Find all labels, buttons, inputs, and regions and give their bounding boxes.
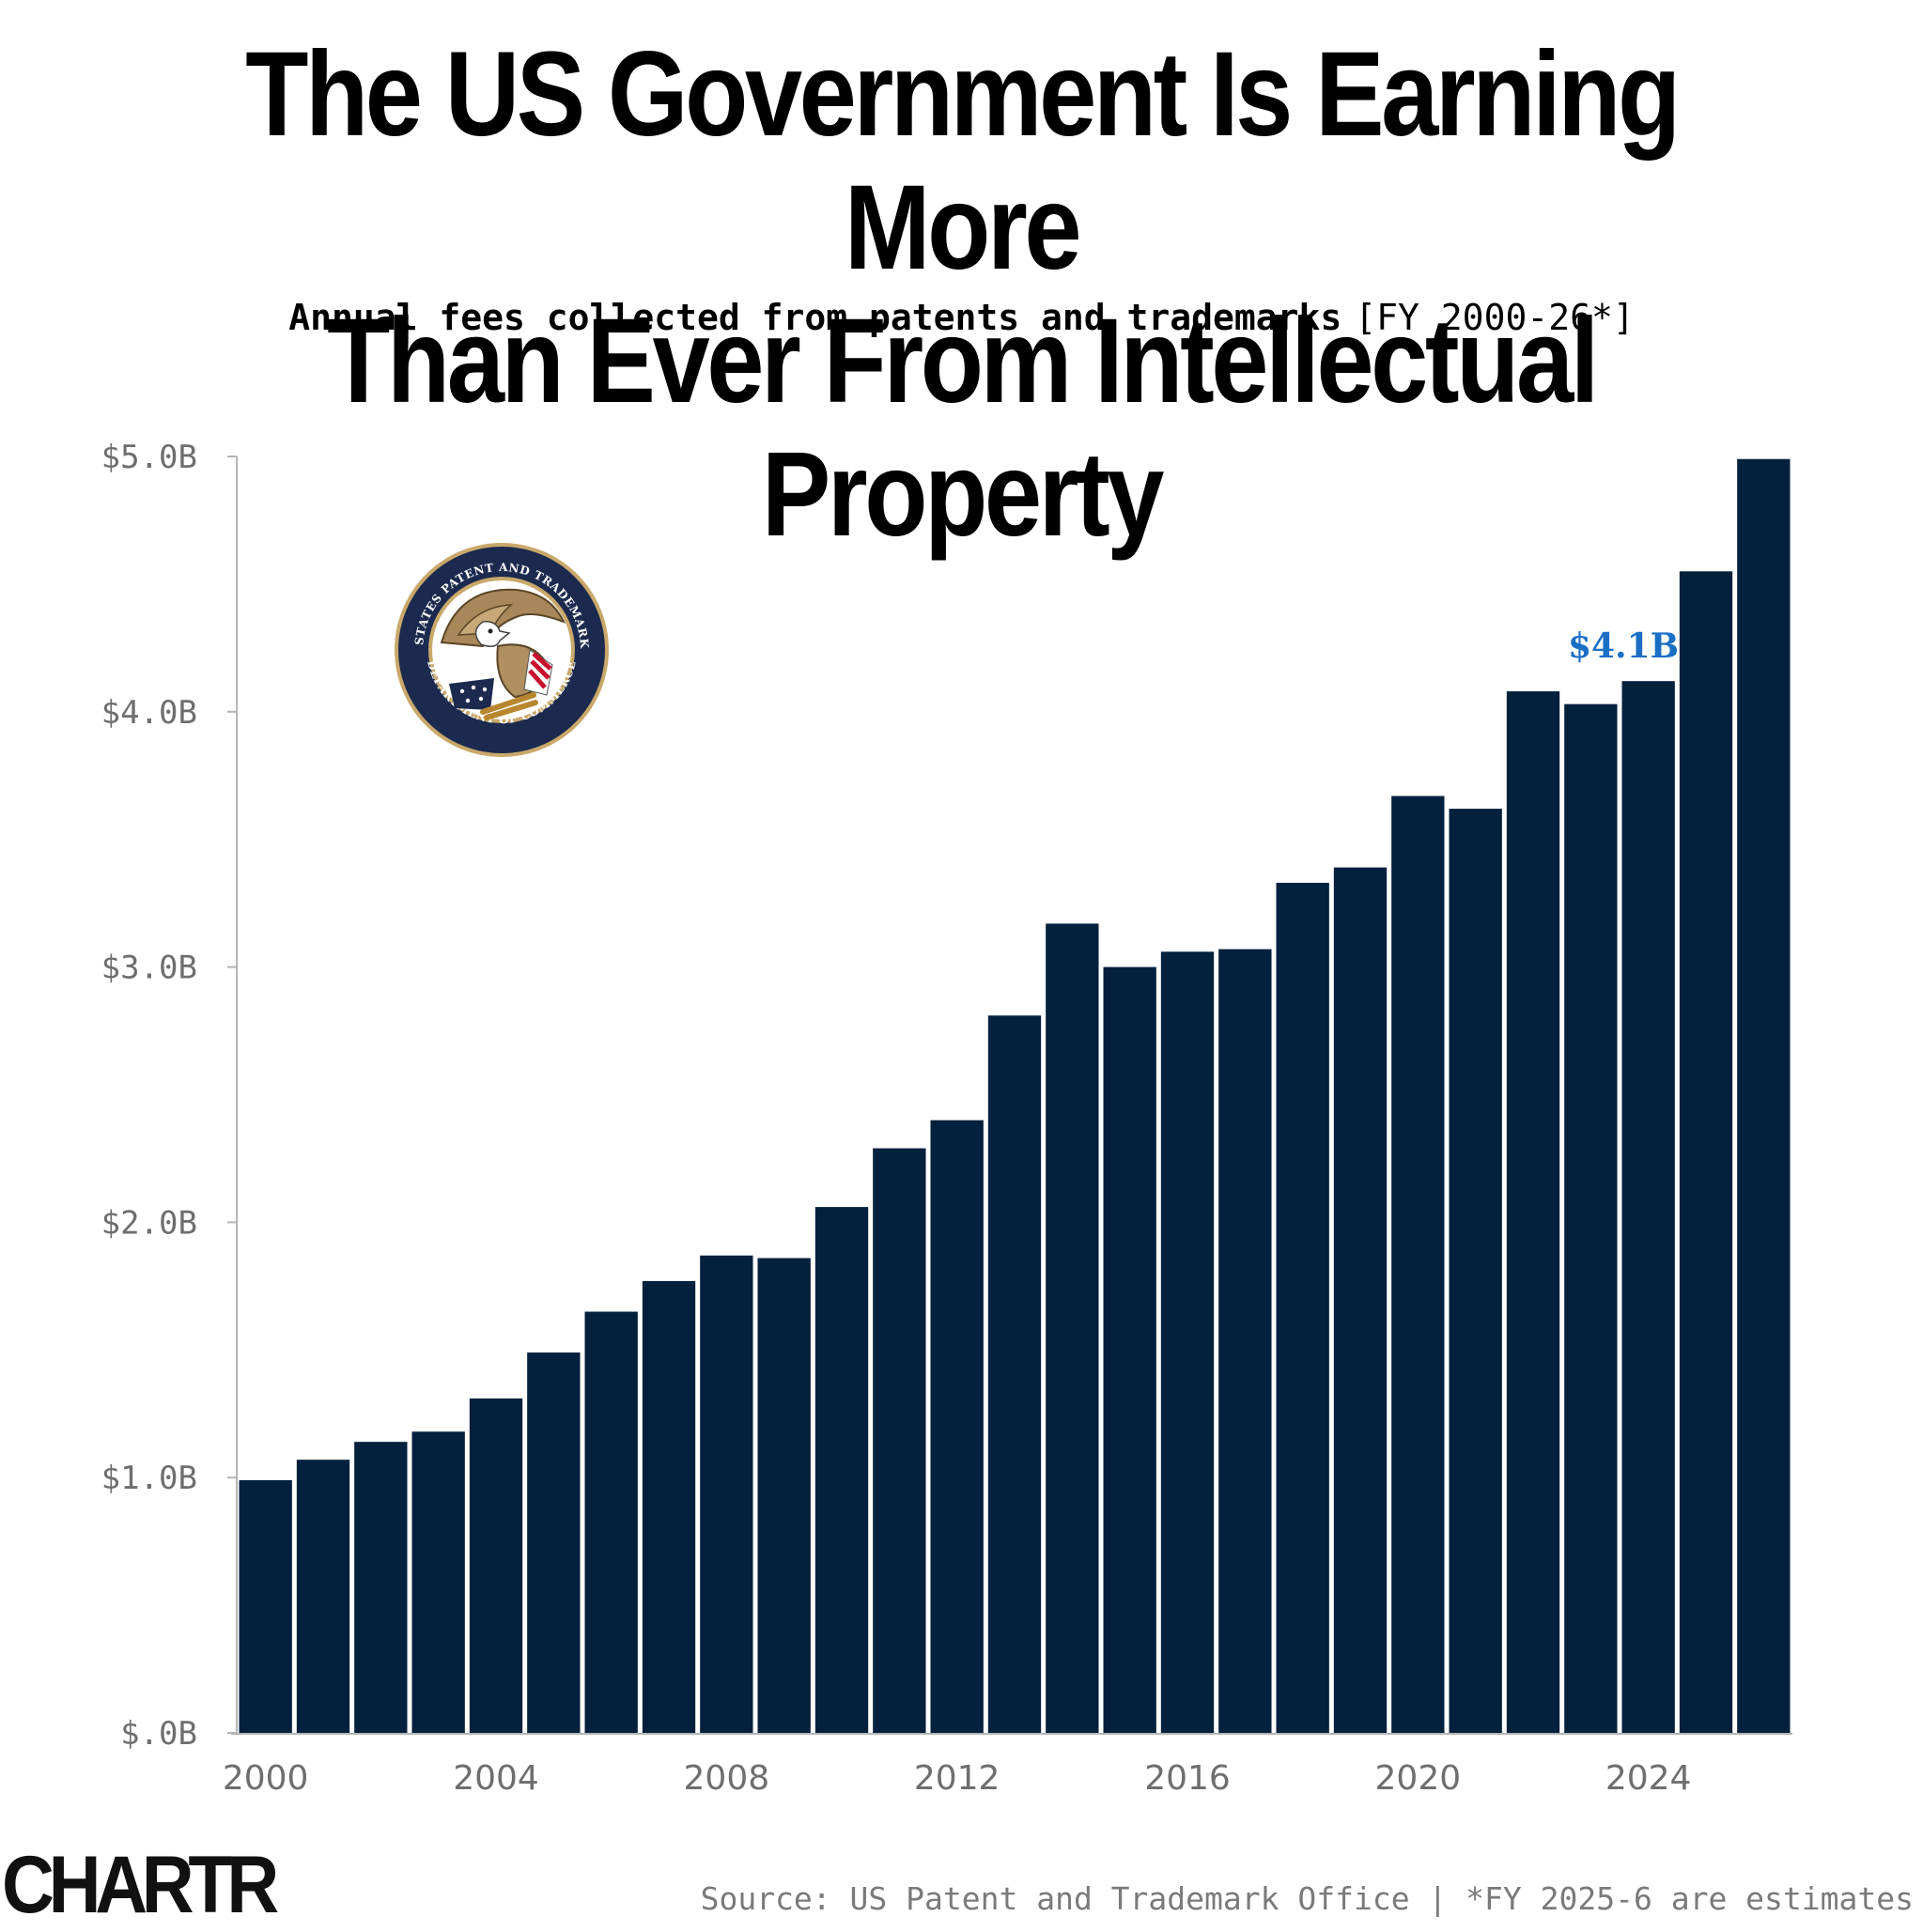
bar-2010 bbox=[814, 1207, 869, 1733]
eagle-icon bbox=[440, 588, 566, 720]
bar-2013 bbox=[987, 1015, 1042, 1733]
chart-title: The US Government Is Earning More Than E… bbox=[134, 28, 1788, 562]
source-note: Source: US Patent and Trademark Office |… bbox=[700, 1880, 1914, 1917]
bar-2001 bbox=[296, 1460, 350, 1733]
bar-2007 bbox=[642, 1280, 696, 1733]
chartr-brand-logo: CHARTR bbox=[2, 1840, 279, 1930]
bar-2021 bbox=[1449, 809, 1502, 1733]
chart-subtitle: Annual fees collected from patents and t… bbox=[0, 297, 1923, 338]
y-tick-label: $5.0B bbox=[101, 439, 197, 476]
bar-2018 bbox=[1276, 882, 1329, 1733]
x-tick-label: 2016 bbox=[1144, 1759, 1231, 1798]
bar-2016 bbox=[1160, 951, 1215, 1733]
y-tick-label: $4.0B bbox=[101, 694, 197, 732]
annotation-label: $4.1B bbox=[1568, 626, 1679, 666]
bar-2022 bbox=[1506, 691, 1560, 1733]
bar-2025 bbox=[1679, 571, 1733, 1733]
bar-2026 bbox=[1737, 458, 1791, 1733]
bar-2015 bbox=[1103, 966, 1156, 1733]
x-tick-label: 2008 bbox=[684, 1759, 770, 1798]
subtitle-range: [FY 2000-26*] bbox=[1355, 297, 1635, 338]
y-tick-label: $2.0B bbox=[101, 1204, 197, 1242]
x-tick-label: 2004 bbox=[453, 1759, 539, 1798]
y-tick-label: $1.0B bbox=[101, 1460, 197, 1497]
bar-2012 bbox=[930, 1120, 984, 1733]
bar-2000 bbox=[239, 1479, 292, 1733]
title-line-1: The US Government Is Earning More bbox=[245, 27, 1681, 295]
bar-2002 bbox=[354, 1442, 408, 1733]
x-axis: 2000 2004 2008 2012 2016 2020 2024 bbox=[223, 1733, 1792, 1798]
subtitle-main: Annual fees collected from patents and t… bbox=[288, 297, 1342, 338]
uspto-seal-logo: UNITED STATES PATENT AND TRADEMARK OFFIC… bbox=[393, 541, 609, 757]
bar-2014 bbox=[1046, 923, 1099, 1733]
y-tick-label: $3.0B bbox=[101, 950, 197, 987]
bar-2006 bbox=[584, 1311, 638, 1733]
y-tick-label: $.0B bbox=[120, 1715, 197, 1753]
bar-2005 bbox=[527, 1352, 581, 1733]
bar-2017 bbox=[1218, 949, 1272, 1733]
bar-2003 bbox=[411, 1431, 465, 1733]
annotations: $4.1B bbox=[1568, 626, 1679, 666]
x-tick-label: 2012 bbox=[914, 1759, 1000, 1798]
y-axis: $.0B $1.0B $2.0B $3.0B $4.0B $5.0B bbox=[101, 439, 238, 1753]
x-tick-label: 2020 bbox=[1375, 1759, 1462, 1798]
x-tick-label: 2024 bbox=[1605, 1759, 1692, 1798]
bar-2011 bbox=[873, 1148, 926, 1733]
bar-2008 bbox=[700, 1255, 753, 1733]
bar-2020 bbox=[1391, 796, 1445, 1733]
bar-2019 bbox=[1333, 867, 1388, 1733]
bar-2024 bbox=[1621, 681, 1675, 1733]
x-tick-label: 2000 bbox=[223, 1759, 309, 1798]
bar-2023 bbox=[1564, 703, 1618, 1733]
bar-2004 bbox=[469, 1398, 523, 1733]
bars bbox=[239, 458, 1791, 1733]
bar-2009 bbox=[757, 1258, 811, 1733]
title-line-2: Than Ever From Intellectual Property bbox=[327, 294, 1599, 562]
